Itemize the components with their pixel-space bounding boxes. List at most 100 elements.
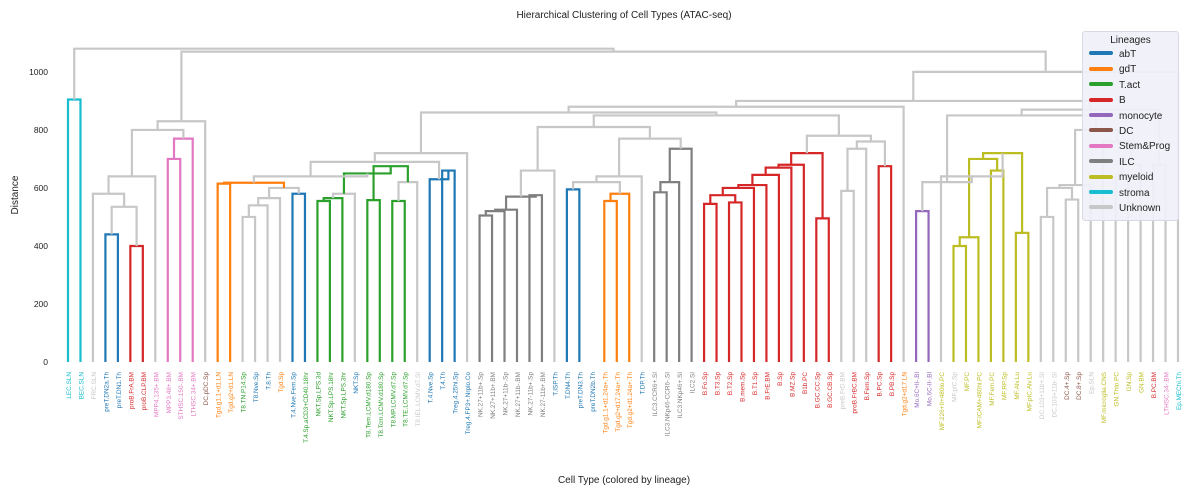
dendrogram-link <box>958 236 980 362</box>
leaf-label: MF.PC <box>964 372 971 392</box>
leaf-label: T.DP.Th <box>640 372 647 395</box>
legend-title: Lineages <box>1110 35 1151 46</box>
legend-item: stroma <box>1089 188 1150 202</box>
dendrogram-link <box>419 111 718 154</box>
leaf-label: MF.microglia.CNS <box>1101 372 1108 423</box>
dendrogram-link <box>484 210 506 362</box>
leaf-label: ILC3.NKp46+.SI <box>677 372 684 419</box>
leaf-label: proB.CLP.BM <box>141 372 148 410</box>
leaf-label: GN.Sp <box>1126 372 1133 392</box>
dendrogram-link <box>241 215 257 362</box>
dendrogram-link <box>727 201 743 362</box>
leaf-label: NK.27+11b+.Sp <box>478 372 485 417</box>
dendrogram-link <box>166 157 182 362</box>
leaf-label: MPP3.48+.BM <box>166 372 173 413</box>
leaf-label: T8.IEL.LCMV.d7.SI <box>415 372 422 427</box>
leaf-label: ILC3.CCR6+.SI <box>652 372 659 416</box>
legend-label: abT <box>1119 49 1137 60</box>
leaf-label: MF.RP.Sp <box>1001 372 1008 400</box>
leaf-label: Tgd.g2+d1.LN <box>228 372 235 413</box>
leaf-label: FRC.SLN <box>91 372 98 400</box>
dendrogram-link <box>291 192 307 362</box>
dendrogram-link <box>73 47 615 100</box>
leaf-label: T.4.Sp.aCD3+CD40.18hr <box>303 371 310 443</box>
leaf-label: T8.MP.LCMV.d7.Sp <box>390 372 397 428</box>
dendrogram-link <box>603 199 618 362</box>
dendrogram-link <box>618 137 682 177</box>
leaf-label: B.GC.CC.Sp <box>814 372 821 409</box>
y-tick-label-0: 0 <box>43 357 48 367</box>
legend-swatch <box>1089 159 1113 164</box>
leaf-label: T.4.Nve.Sp <box>428 372 435 404</box>
leaf-label: T8.TN.P14.Sp <box>241 372 248 413</box>
leaf-label: preT.DN2a.Th <box>103 372 110 412</box>
leaf-label: DC.8+.Sp <box>1076 372 1083 400</box>
legend-label: myeloid <box>1119 172 1154 184</box>
leaf-label: STHSC.150-.BM <box>178 372 185 420</box>
leaf-label: Tgd.g1.1+d1.LN <box>216 372 223 418</box>
dendrogram-link <box>1045 186 1074 217</box>
dendrogram-link <box>180 50 1047 122</box>
leaf-label: B.FrE.BM <box>764 372 771 400</box>
dendrogram-link <box>567 105 905 362</box>
y-tick-label-2: 400 <box>34 241 48 251</box>
leaf-label: DC.103+11b-.SI <box>1051 372 1058 418</box>
leaf-label: T8.Nve.Sp <box>253 372 260 403</box>
chart-title: Hierarchical Clustering of Cell Types (A… <box>516 10 731 21</box>
leaf-label: B.Sp <box>777 372 784 386</box>
dendrogram-link <box>91 192 126 362</box>
leaf-label: Mo.6C-II-.Bl <box>927 372 934 406</box>
leaf-label: MF.pIC.Alv.Lu <box>1026 372 1033 412</box>
y-tick-label-1: 200 <box>34 299 48 309</box>
legend-swatch <box>1089 82 1113 87</box>
leaf-label: NKT.Sp.LPS.3d <box>315 372 322 417</box>
dendrogram-link <box>428 170 450 362</box>
dendrogram-link <box>441 169 456 362</box>
legend-item: gdT <box>1089 64 1136 78</box>
dendrogram-link <box>790 152 824 219</box>
leaf-label: LTHSC.34-.BM <box>1164 372 1171 415</box>
legend-swatch <box>1089 174 1113 179</box>
leaf-label: NKT.Sp.LPS.3hr <box>340 371 347 418</box>
dendrogram-link <box>565 188 581 362</box>
y-axis: 0 200 400 600 800 1000 <box>29 67 48 367</box>
legend-swatch <box>1089 112 1113 117</box>
leaf-label: T.8.Th <box>266 372 273 390</box>
leaf-label: B.MZ.Sp <box>789 372 796 397</box>
dendrogram-link <box>777 163 805 362</box>
legend-label: ILC <box>1119 156 1135 168</box>
dendrogram-link <box>1014 231 1030 362</box>
legend-item: Unknown <box>1089 203 1161 217</box>
dendrogram-links <box>66 47 1180 362</box>
leaf-label: MF.ICAM+480hi.PC <box>976 372 983 429</box>
leaf-label: B.T2.Sp <box>727 372 734 396</box>
leaf-label: proB.FrA.BM <box>128 372 135 409</box>
leaf-label: ILC2.SI <box>690 372 697 394</box>
dendrogram-link <box>982 152 1024 233</box>
dendrogram-link <box>952 244 968 362</box>
dendrogram-link <box>107 175 157 362</box>
dendrogram-link <box>322 196 344 362</box>
dendrogram-link <box>1064 198 1080 362</box>
leaf-label: T8.TE.LCMV.d7.Sp <box>403 372 410 427</box>
leaf-label: DC.pDC.Sp <box>203 372 210 406</box>
leaf-label: NK.27+11b+.BM <box>490 372 497 419</box>
leaf-label: T.DN4.Th <box>565 372 572 399</box>
dendrogram-link <box>129 244 144 362</box>
leaf-label: ILC3.NKp46-CCR6-.SI <box>665 372 672 437</box>
leaf-label: LEC.SLN <box>66 372 73 399</box>
dendrogram-link <box>104 233 119 362</box>
leaf-labels: LEC.SLN BEC.SLN FRC.SLN preT.DN2a.Th preT.DN… <box>66 371 1183 443</box>
dendrogram-link <box>391 199 406 362</box>
dendrogram-link <box>592 114 840 136</box>
dendrogram-link <box>504 195 537 210</box>
y-axis-label: Distance <box>10 175 21 214</box>
leaf-label: NKT.Sp.LPS.18hr <box>328 371 335 422</box>
dendrogram-link <box>609 192 631 362</box>
dendrogram-link <box>840 189 855 362</box>
legend-swatch <box>1089 97 1113 102</box>
dendrogram-link <box>257 196 282 362</box>
leaf-label: B.T1.Sp <box>752 372 759 396</box>
